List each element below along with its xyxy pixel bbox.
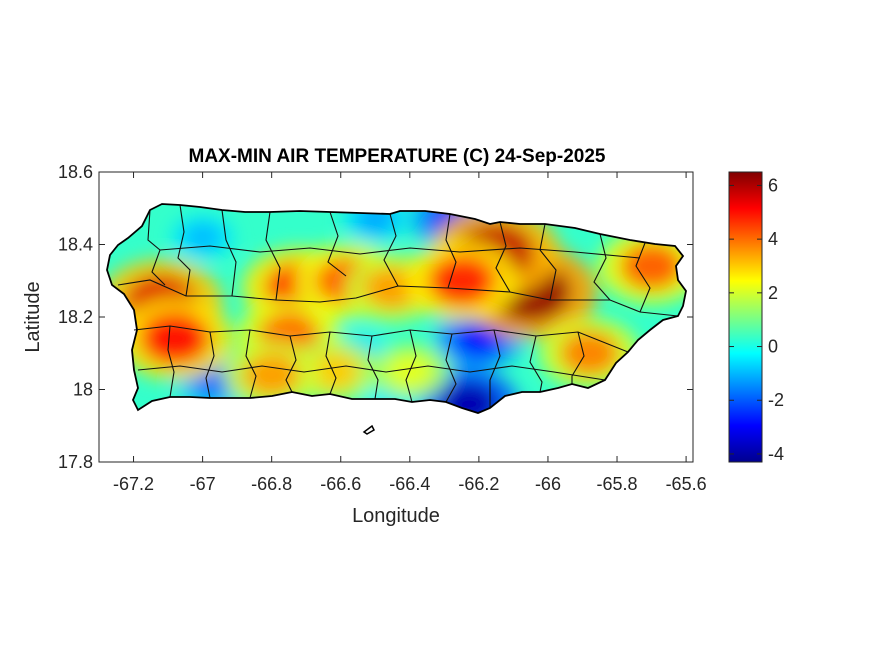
x-tick-label: -66.2 [458, 474, 499, 494]
temperature-field [107, 204, 686, 413]
colorbar [728, 171, 763, 463]
municipality-border-15 [205, 331, 215, 399]
x-tick-label: -66.8 [251, 474, 292, 494]
warm-zone-core-9 [140, 312, 210, 365]
colorbar-tick-label: -4 [768, 444, 784, 464]
x-tick-label: -66.6 [320, 474, 361, 494]
y-axis-label: Latitude [22, 281, 44, 352]
x-axis-label: Longitude [352, 505, 440, 527]
municipality-border-16 [245, 329, 257, 399]
municipality-border-10 [635, 242, 651, 313]
x-axis: -67.2 -67 -66.8 -66.6 -66.4 -66.2 -66 -65.8 -65.… [113, 172, 707, 494]
y-tick-label: 18 [73, 380, 93, 400]
municipality-border-20 [405, 329, 417, 403]
colorbar-tick-label: -2 [768, 390, 784, 410]
colorbar-ticks: -4 -2 0 2 4 6 [729, 175, 784, 464]
municipality-border-18 [325, 331, 337, 395]
x-tick-label: -65.8 [597, 474, 638, 494]
municipality-border-3 [265, 211, 281, 301]
cool-zone-core-3 [438, 381, 499, 413]
municipality-border-22 [489, 329, 501, 408]
municipality-border-11 [117, 279, 679, 317]
chart-title: MAX-MIN AIR TEMPERATURE (C) 24-Sep-2025 [189, 146, 606, 167]
x-tick-label: -66.4 [389, 474, 430, 494]
municipality-border-21 [445, 333, 457, 403]
colorbar-tick-label: 6 [768, 175, 778, 195]
x-tick-label: -67.2 [113, 474, 154, 494]
municipality-border-23 [529, 335, 543, 393]
caja-de-muertos-island [362, 424, 375, 435]
municipality-border-17 [285, 335, 297, 393]
x-tick-label: -65.6 [666, 474, 707, 494]
x-tick-label: -66 [535, 474, 561, 494]
municipality-borders [117, 204, 679, 408]
municipality-border-25 [159, 245, 641, 259]
y-tick-label: 18.4 [58, 235, 93, 255]
warm-zone-core-17 [620, 242, 683, 290]
municipality-border-4 [327, 211, 347, 277]
cool-zone-core-5 [184, 223, 222, 252]
y-tick-label: 18.2 [58, 307, 93, 327]
municipality-border-2 [221, 209, 237, 297]
x-tick-label: -67 [190, 474, 216, 494]
municipality-border-7 [495, 221, 511, 293]
warm-zone-core-18 [559, 331, 619, 376]
colorbar-tick-label: 2 [768, 283, 778, 303]
municipality-border-19 [367, 335, 379, 400]
municipality-border-1 [177, 204, 191, 297]
municipality-border-8 [539, 223, 557, 301]
municipality-border-24 [571, 331, 585, 384]
municipality-border-5 [383, 213, 399, 287]
colorbar-tick-label: 4 [768, 229, 778, 249]
island-coastline [106, 203, 687, 414]
colorbar-tick-label: 0 [768, 337, 778, 357]
y-tick-label: 17.8 [58, 452, 93, 472]
y-axis: 17.8 18 18.2 18.4 18.6 [58, 162, 693, 472]
municipality-border-14 [167, 325, 175, 398]
warm-zone-core-16 [428, 255, 496, 306]
municipality-border-13 [137, 365, 606, 381]
warm-zone-core-20 [243, 353, 301, 397]
warm-zone-core-19 [307, 351, 361, 392]
y-tick-label: 18.6 [58, 162, 93, 182]
municipality-border-9 [593, 233, 611, 301]
